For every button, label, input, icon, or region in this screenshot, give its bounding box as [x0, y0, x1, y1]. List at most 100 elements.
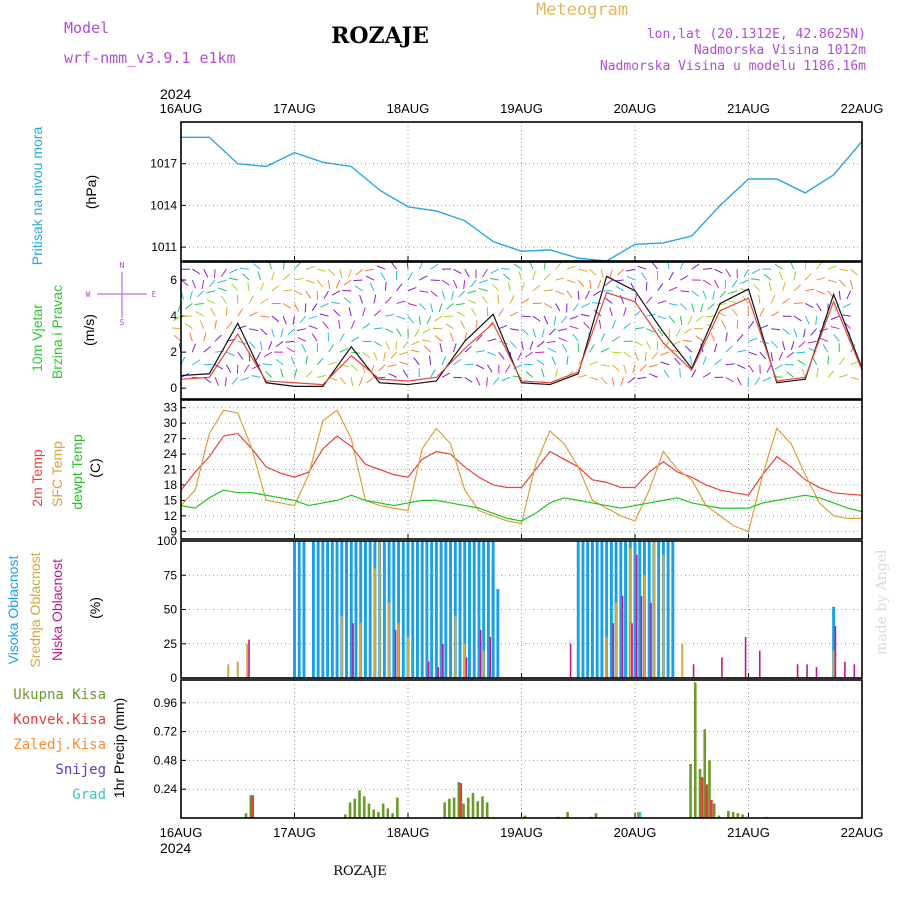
wind-barb	[600, 377, 608, 385]
wind-barb	[846, 290, 852, 300]
low-cloud-bar	[479, 630, 482, 678]
high-cloud-bar	[458, 541, 462, 678]
wind-barb	[581, 303, 590, 308]
wind-barb	[171, 327, 182, 330]
wind-barb	[639, 364, 647, 372]
wind-barb	[680, 290, 690, 293]
y-tick-label: 1017	[150, 157, 177, 171]
wind-barb	[294, 290, 303, 296]
wind-barb	[237, 325, 247, 330]
wind-barb	[304, 303, 307, 313]
high-cloud-bar	[590, 541, 594, 678]
wind-barb	[264, 370, 273, 378]
high-cloud-bar	[496, 588, 500, 678]
wind-barb	[668, 315, 676, 324]
wind-barb	[395, 341, 398, 351]
wind-barb	[750, 278, 760, 281]
wind-barb	[214, 319, 217, 329]
wind-ylabel: 10m Vjetar	[29, 304, 45, 372]
wind-barb	[632, 364, 636, 374]
elevation-text: Nadmorska Visina 1012m	[694, 43, 866, 58]
high-cloud-bar	[666, 541, 670, 678]
wind-barb	[441, 356, 447, 365]
precip-bar	[693, 682, 697, 818]
wind-barb	[259, 341, 263, 351]
high-cloud-bar	[463, 541, 467, 678]
low-cloud-bar	[692, 664, 695, 678]
wind-barb	[240, 267, 250, 270]
wind-barb	[260, 328, 268, 336]
wind-barb	[521, 315, 531, 318]
wind-barb	[725, 332, 728, 342]
wind-barb	[257, 271, 261, 281]
wind-barb	[464, 345, 472, 353]
precip-bar	[244, 813, 248, 818]
wind-barb	[226, 351, 235, 357]
wind-barb	[282, 315, 287, 325]
mid-cloud-bar	[407, 636, 409, 678]
wind-barb	[830, 325, 840, 330]
wind-barb	[615, 285, 624, 292]
wind-barb	[390, 261, 398, 270]
wind-barb	[248, 328, 259, 332]
wind-barb	[259, 282, 265, 292]
wind-barb	[305, 370, 313, 378]
high-cloud-bar	[335, 541, 339, 678]
precip-bar	[594, 813, 598, 818]
wind-barb	[532, 315, 541, 322]
panel-frame	[180, 399, 863, 540]
wind-barb	[737, 349, 747, 353]
wind-barb	[320, 303, 329, 308]
wind-barb	[611, 364, 620, 372]
precip-bar	[459, 783, 463, 818]
year-bottom: 2024	[160, 840, 191, 856]
wind-barb	[328, 268, 336, 276]
low-cloud-bar	[437, 667, 439, 678]
precip-labels: Ukupna Kisa Konvek.Kisa Zaledj.Kisa Snij…	[13, 687, 127, 803]
wind-barb	[668, 286, 678, 292]
wind-barb	[648, 364, 658, 368]
wind-barb	[612, 336, 621, 342]
y-tick-label: 1011	[151, 240, 177, 254]
wind-barb	[248, 311, 258, 317]
low-cloud-bar	[569, 643, 572, 678]
wind-barb	[203, 268, 209, 278]
panel-frame	[180, 540, 863, 679]
high-cloud-bar	[349, 541, 353, 678]
wind-barb	[674, 357, 681, 366]
wind-barb	[449, 332, 454, 342]
panel-frame	[180, 261, 863, 400]
wind-barb	[612, 351, 622, 354]
wind-barb	[707, 303, 715, 310]
wind-barb	[604, 279, 613, 286]
wind-barb	[470, 279, 477, 288]
wind-barb	[220, 295, 227, 304]
precip-total-label: Ukupna Kisa	[13, 687, 106, 703]
wind-barb	[355, 268, 363, 276]
wind-barb	[251, 375, 261, 378]
wind-barb	[589, 344, 595, 353]
wind-barb	[782, 328, 790, 335]
wind-barb	[478, 287, 488, 292]
low-cloud-bar	[427, 661, 430, 678]
high-cloud-bar	[638, 541, 642, 678]
wind-barb	[263, 351, 273, 358]
wind-barb	[680, 303, 688, 311]
wind-barb	[271, 285, 280, 292]
high-cloud-bar	[605, 541, 609, 678]
wind-barb	[771, 328, 781, 331]
wind-barb	[589, 361, 599, 366]
x-tick-label-bottom: 22AUG	[841, 825, 884, 840]
wind-barb	[173, 334, 182, 342]
wind-barb	[645, 341, 652, 350]
x-tick-label-top: 17AUG	[273, 101, 316, 116]
wind-barb	[501, 376, 511, 382]
mid-cloud-bar	[246, 643, 249, 678]
wind-barb	[252, 364, 261, 370]
wind-barb	[180, 279, 189, 286]
wind-barb	[759, 307, 765, 317]
wind-barb	[475, 334, 483, 342]
wind-barb	[434, 315, 443, 322]
dir-w: W	[86, 290, 91, 299]
wind-barb	[335, 279, 341, 289]
